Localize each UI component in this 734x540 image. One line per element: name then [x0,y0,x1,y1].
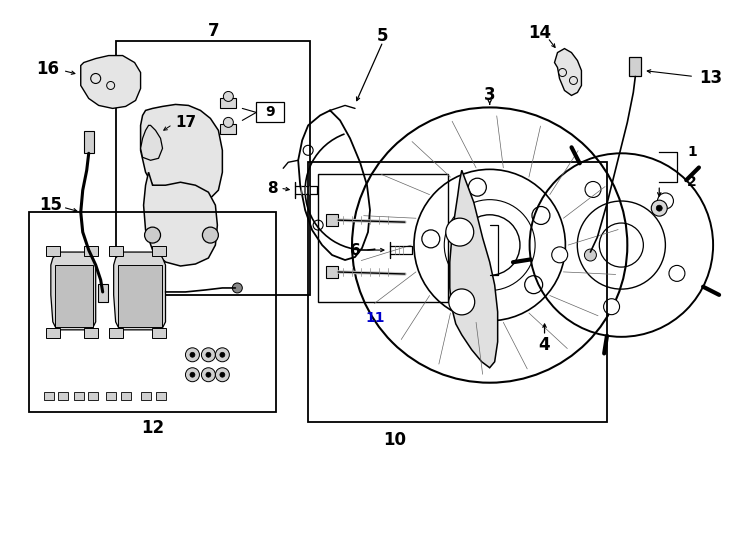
Polygon shape [114,252,166,330]
Bar [109,328,123,338]
Circle shape [669,266,685,281]
Circle shape [186,348,200,362]
Polygon shape [81,56,141,109]
Circle shape [223,117,233,127]
Circle shape [190,372,195,377]
Text: 17: 17 [175,115,197,130]
Bar [117,265,161,327]
Bar [156,392,166,400]
Circle shape [448,289,475,315]
Bar [46,246,59,256]
Polygon shape [141,125,162,160]
Circle shape [206,372,211,377]
Bar [308,163,607,422]
Polygon shape [51,252,95,330]
Bar [44,392,54,400]
Circle shape [201,368,215,382]
Polygon shape [450,170,498,368]
Bar [256,103,284,123]
Bar [106,392,116,400]
Circle shape [190,352,195,357]
Text: 7: 7 [208,22,219,39]
Bar [141,392,150,400]
Polygon shape [144,172,217,266]
Text: 14: 14 [528,24,551,42]
Bar [326,266,338,278]
Bar [73,392,84,400]
Text: 9: 9 [266,105,275,119]
Text: 8: 8 [267,181,277,195]
Circle shape [220,372,225,377]
Bar [120,392,131,400]
Circle shape [603,299,619,315]
Bar [46,328,59,338]
Circle shape [223,91,233,102]
Bar [220,124,236,134]
Circle shape [186,368,200,382]
Text: 11: 11 [366,311,385,325]
Text: 16: 16 [36,59,59,78]
Bar [116,40,310,295]
Circle shape [446,218,473,246]
Circle shape [552,247,567,263]
Text: 12: 12 [141,418,164,437]
Bar [151,246,166,256]
Circle shape [651,200,667,216]
Text: 1: 1 [687,145,697,159]
Bar [84,328,98,338]
Polygon shape [141,104,222,204]
Polygon shape [554,49,581,96]
Bar [326,214,338,226]
Circle shape [233,283,242,293]
Bar [109,246,123,256]
Bar [88,392,98,400]
Bar [55,265,92,327]
Bar [151,328,166,338]
Text: 13: 13 [700,70,722,87]
Circle shape [206,352,211,357]
Circle shape [203,227,219,243]
Bar [629,57,642,77]
Text: 3: 3 [484,86,495,104]
Bar [98,284,108,302]
Bar [84,131,94,153]
Circle shape [145,227,161,243]
Bar [84,246,98,256]
Circle shape [220,352,225,357]
Bar [58,392,68,400]
Bar [220,98,236,109]
Text: 2: 2 [687,175,697,189]
Circle shape [215,348,229,362]
Text: 15: 15 [39,196,62,214]
Circle shape [584,249,597,261]
Circle shape [201,348,215,362]
Circle shape [215,368,229,382]
Text: 10: 10 [383,430,407,449]
Circle shape [658,193,674,209]
Bar [318,174,448,302]
Text: 6: 6 [349,242,360,258]
Circle shape [656,205,662,211]
Bar [29,212,276,411]
Text: 4: 4 [539,336,550,354]
Circle shape [585,181,601,198]
Text: 5: 5 [377,26,389,45]
